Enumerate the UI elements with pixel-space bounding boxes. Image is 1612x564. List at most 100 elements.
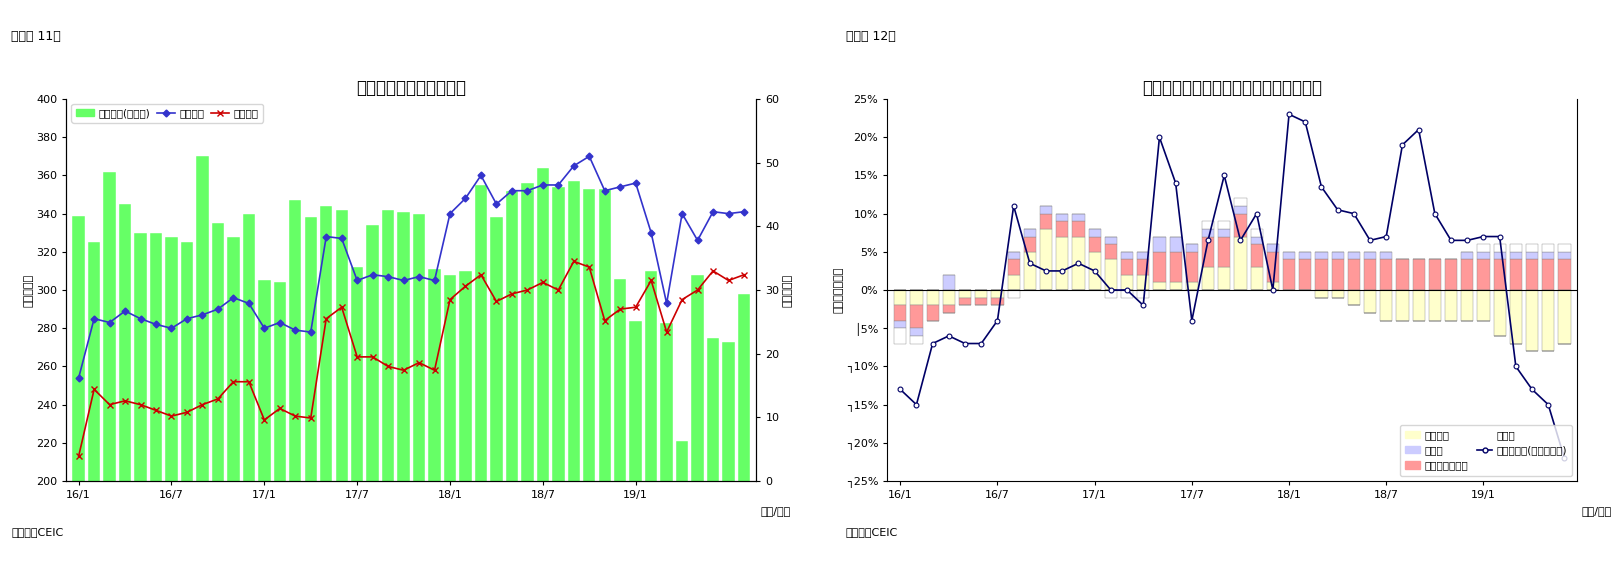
Bar bbox=[1170, 252, 1182, 283]
Bar bbox=[1283, 259, 1294, 290]
総輸入額 bbox=[611, 306, 630, 312]
Bar bbox=[895, 290, 906, 305]
Legend: 電子製品, 医薬品, その他化学製品, その他, 非石油輸出(再輸出除く): 電子製品, 医薬品, その他化学製品, その他, 非石油輸出(再輸出除く) bbox=[1399, 425, 1572, 476]
Text: （資料）CEIC: （資料）CEIC bbox=[846, 527, 898, 537]
Bar bbox=[1040, 206, 1053, 214]
Bar bbox=[1559, 244, 1570, 252]
総輸出額 bbox=[487, 201, 506, 208]
Bar bbox=[1380, 252, 1393, 259]
Bar bbox=[1332, 290, 1344, 298]
Bar bbox=[1088, 229, 1101, 236]
総輸出額 bbox=[116, 307, 135, 314]
Bar bbox=[490, 218, 503, 564]
Bar bbox=[1543, 244, 1554, 252]
Bar bbox=[89, 243, 100, 564]
Bar bbox=[1364, 259, 1377, 290]
総輸入額 bbox=[332, 304, 351, 311]
X-axis label: （年/月）: （年/月） bbox=[1581, 506, 1612, 515]
Bar bbox=[975, 298, 987, 305]
Bar bbox=[1332, 259, 1344, 290]
総輸出額 bbox=[271, 319, 290, 326]
Title: シンガポール　輸出の伸び率（品目別）: シンガポール 輸出の伸び率（品目別） bbox=[1143, 80, 1322, 98]
Bar bbox=[598, 189, 611, 564]
Bar bbox=[1056, 236, 1069, 290]
Bar bbox=[1460, 252, 1473, 259]
Bar bbox=[1494, 259, 1506, 290]
総輸出額 bbox=[426, 277, 445, 284]
総輸出額 bbox=[177, 315, 197, 322]
Bar bbox=[181, 243, 193, 564]
総輸出額 bbox=[658, 300, 677, 307]
総輸入額 bbox=[379, 363, 398, 370]
総輸入額 bbox=[503, 290, 522, 297]
Bar bbox=[1120, 290, 1133, 298]
Bar bbox=[1008, 290, 1020, 298]
Bar bbox=[1008, 259, 1020, 275]
Bar bbox=[1527, 290, 1538, 351]
Bar bbox=[1364, 290, 1377, 313]
総輸入額 bbox=[534, 279, 553, 286]
総輸出額 bbox=[580, 153, 600, 160]
Bar bbox=[1203, 236, 1214, 267]
総輸出額 bbox=[456, 195, 476, 202]
Bar bbox=[476, 185, 487, 564]
総輸出額 bbox=[595, 187, 614, 194]
Bar bbox=[1412, 259, 1425, 290]
Bar bbox=[722, 342, 735, 564]
Bar bbox=[1477, 259, 1489, 290]
Bar bbox=[943, 290, 954, 305]
Bar bbox=[1527, 244, 1538, 252]
総輸入額 bbox=[363, 354, 382, 360]
Bar bbox=[991, 298, 1004, 305]
Bar bbox=[1494, 252, 1506, 259]
Bar bbox=[1136, 259, 1149, 275]
Bar bbox=[398, 212, 409, 564]
総輸出額 bbox=[363, 271, 382, 278]
Bar bbox=[1460, 259, 1473, 290]
総輸入額 bbox=[426, 367, 445, 373]
Legend: 貿易収支(右目盛), 総輸出額, 総輸入額: 貿易収支(右目盛), 総輸出額, 総輸入額 bbox=[71, 104, 263, 122]
Bar bbox=[1120, 252, 1133, 259]
総輸出額 bbox=[548, 182, 567, 188]
Bar bbox=[1219, 267, 1230, 290]
Bar bbox=[911, 290, 922, 305]
Bar bbox=[1024, 236, 1037, 252]
総輸入額 bbox=[658, 329, 677, 336]
Bar bbox=[1315, 290, 1328, 298]
Bar bbox=[1510, 259, 1522, 290]
総輸入額 bbox=[548, 287, 567, 293]
Bar bbox=[614, 279, 627, 564]
Bar bbox=[1348, 252, 1361, 259]
Bar bbox=[991, 290, 1004, 298]
Bar bbox=[321, 206, 332, 564]
Bar bbox=[1494, 244, 1506, 252]
総輸出額 bbox=[672, 210, 692, 217]
Bar bbox=[1543, 259, 1554, 290]
総輸入額 bbox=[208, 395, 227, 402]
Bar bbox=[243, 214, 255, 564]
Bar bbox=[1559, 259, 1570, 290]
Bar bbox=[1348, 290, 1361, 305]
Bar bbox=[1380, 259, 1393, 290]
総輸出額 bbox=[316, 233, 335, 240]
総輸入額 bbox=[409, 359, 429, 366]
Bar bbox=[351, 267, 363, 564]
Bar bbox=[1267, 244, 1278, 252]
総輸入額 bbox=[642, 277, 661, 284]
Bar bbox=[927, 290, 938, 305]
総輸出額 bbox=[208, 306, 227, 312]
総輸入額 bbox=[224, 378, 243, 385]
総輸出額 bbox=[255, 325, 274, 332]
X-axis label: （年/月）: （年/月） bbox=[761, 506, 791, 515]
Bar bbox=[1153, 236, 1165, 252]
Bar bbox=[1444, 290, 1457, 320]
Bar bbox=[1153, 252, 1165, 283]
Bar bbox=[1559, 290, 1570, 343]
Bar bbox=[1186, 252, 1198, 283]
総輸出額 bbox=[440, 210, 459, 217]
Bar bbox=[1104, 236, 1117, 244]
総輸出額 bbox=[161, 325, 181, 332]
Bar bbox=[1219, 229, 1230, 236]
総輸入額 bbox=[440, 296, 459, 303]
Bar bbox=[1380, 290, 1393, 320]
